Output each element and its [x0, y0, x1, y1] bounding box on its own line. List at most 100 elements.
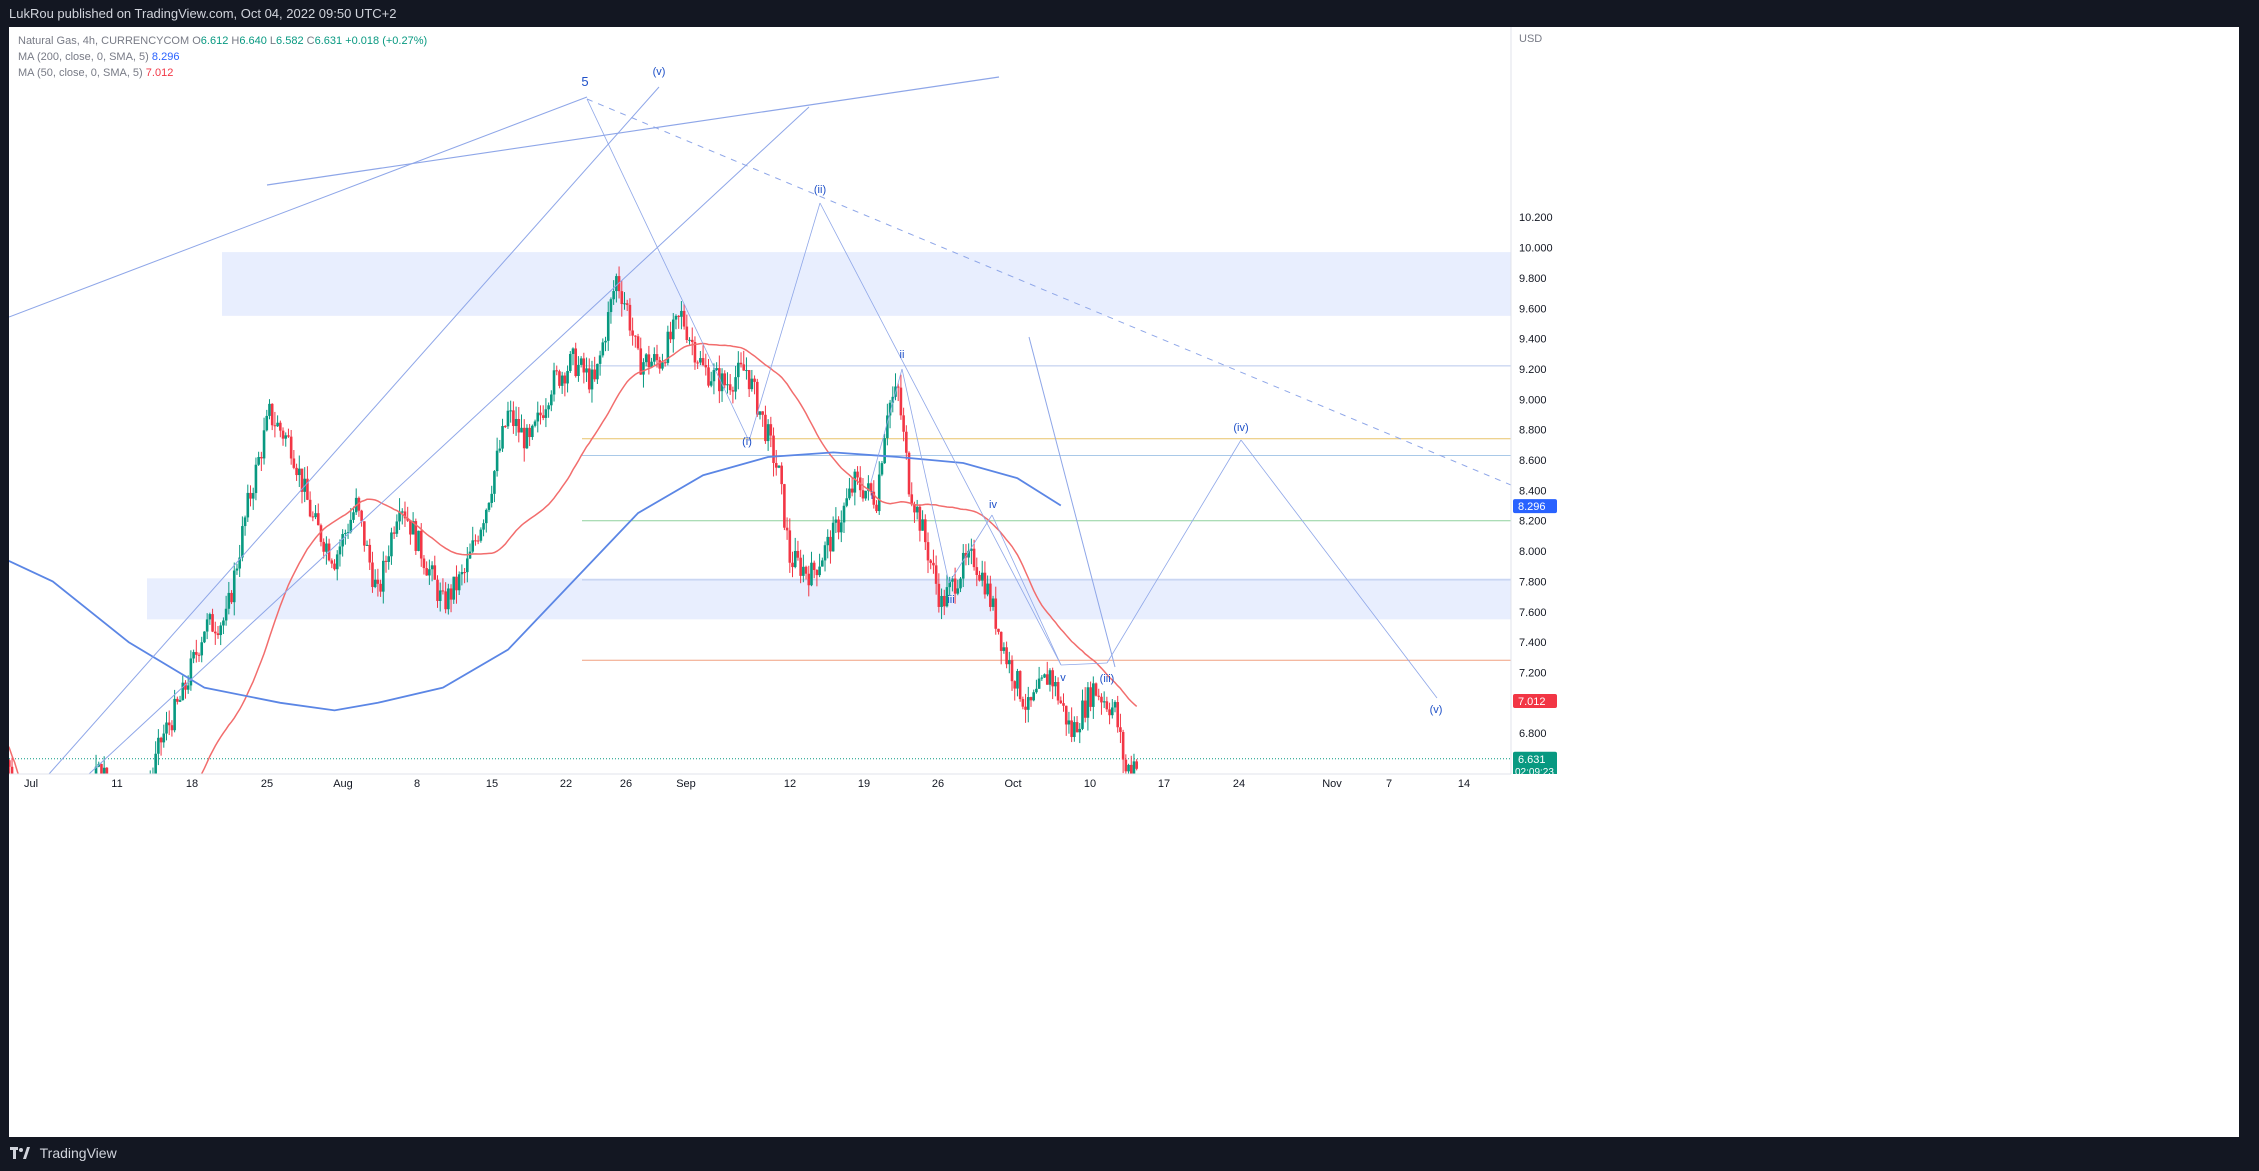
candle-body: [466, 558, 469, 573]
candle-body: [1116, 702, 1120, 728]
price-tick-label: 7.400: [1519, 637, 1547, 649]
candle-body: [731, 390, 735, 392]
candle-body: [338, 546, 342, 555]
candle-body: [425, 568, 428, 576]
candle-body: [520, 427, 523, 433]
publisher-text: LukRou published on TradingView.com, Oct…: [9, 6, 397, 21]
legend-ma200-row[interactable]: MA (200, close, 0, SMA, 5) 8.296: [18, 49, 179, 65]
wave-path-line: [1240, 439, 1438, 699]
candle-body: [433, 565, 437, 580]
candle-body: [655, 354, 659, 361]
ma200-price-badge-bg: [1513, 499, 1557, 514]
candle-body: [587, 368, 591, 390]
candle-body: [604, 340, 607, 343]
candle-body: [1113, 702, 1117, 708]
candle-body: [856, 471, 859, 478]
currency-label: USD: [1519, 33, 1542, 45]
candle-body: [653, 354, 656, 362]
candle-body: [503, 426, 507, 428]
candle-body: [308, 499, 312, 517]
price-tick-label: 6.800: [1519, 728, 1547, 740]
wave-path-line: [870, 368, 903, 483]
candle-body: [842, 505, 846, 523]
candle-body: [379, 583, 382, 592]
legend-ma50-label: MA (50, close, 0, SMA, 5): [18, 67, 143, 79]
candle-body: [839, 522, 843, 533]
candle-body: [1081, 700, 1084, 729]
candle-body: [582, 358, 586, 373]
time-tick-label: 12: [784, 778, 796, 790]
price-tick-label: 10.000: [1519, 243, 1553, 255]
candle-body: [593, 369, 596, 380]
candle-body: [273, 425, 277, 427]
candle-body: [777, 465, 781, 468]
candle-body: [1132, 761, 1136, 774]
wave-path-line: [948, 514, 993, 584]
candle-body: [270, 403, 274, 426]
price-tick-label: 8.000: [1519, 546, 1547, 558]
candle-body: [325, 543, 328, 552]
candle-body: [1119, 727, 1122, 733]
candle-body: [482, 523, 485, 530]
time-tick-label: 22: [560, 778, 572, 790]
candle-body: [192, 652, 195, 659]
candle-body: [1135, 761, 1138, 769]
candle-body: [203, 631, 206, 643]
wave-path-line: [748, 202, 821, 442]
candle-body: [1078, 728, 1082, 733]
candle-body: [579, 358, 583, 365]
price-tick-label: 10.200: [1519, 212, 1553, 224]
candle-body: [501, 426, 504, 449]
candle-body: [845, 498, 849, 506]
chart-canvas[interactable]: 5 (v) (ii) (i) ii i iv iii v (iii) (iv) (v) USD 10.20…: [9, 27, 2239, 1137]
candle-body: [937, 583, 941, 607]
wave-label: (ii): [814, 184, 826, 196]
candle-body: [211, 614, 214, 632]
time-tick-label: 15: [486, 778, 498, 790]
candle-body: [766, 424, 770, 442]
candle-body: [877, 474, 881, 512]
candle-body: [10, 766, 14, 774]
candle-body: [105, 767, 109, 774]
candle-body: [384, 560, 388, 562]
time-tick-label: 8: [414, 778, 420, 790]
candle-body: [1121, 732, 1125, 760]
candle-body: [395, 521, 399, 534]
candle-body: [647, 354, 651, 368]
candle-body: [997, 628, 1000, 632]
candle-body: [1086, 687, 1090, 718]
candle-body: [178, 700, 182, 702]
candle-body: [167, 722, 171, 726]
candle-body: [205, 619, 209, 632]
candle-body: [243, 517, 247, 527]
time-tick-label: 17: [1158, 778, 1170, 790]
candle-body: [376, 579, 380, 584]
candle-body: [289, 436, 293, 459]
candle-body: [867, 483, 870, 491]
candle-body: [157, 737, 160, 754]
candle-body: [609, 299, 613, 313]
legend-ohlc-row: Natural Gas, 4h, CURRENCYCOM O6.612 H6.6…: [18, 33, 427, 49]
candle-body: [734, 377, 737, 392]
candle-body: [346, 532, 350, 534]
candle-body: [512, 410, 515, 427]
candle-body: [883, 438, 886, 464]
candle-body: [780, 465, 783, 485]
candle-body: [880, 463, 884, 475]
wave-label: (v): [1430, 704, 1443, 716]
zone-box: [222, 252, 1511, 316]
candle-body: [509, 410, 512, 412]
candle-body: [514, 418, 518, 427]
time-tick-label: 26: [620, 778, 632, 790]
legend-ma50-row[interactable]: MA (50, close, 0, SMA, 5) 7.012: [18, 65, 173, 81]
candle-body: [834, 519, 838, 523]
candle-body: [791, 562, 794, 568]
ma200-price-badge: 8.296: [1518, 501, 1546, 513]
candle-body: [674, 315, 678, 320]
time-tick-label: 10: [1084, 778, 1096, 790]
candle-body: [1045, 674, 1049, 685]
legend-ma50-value: 7.012: [145, 67, 174, 79]
candle-body: [964, 552, 968, 558]
candle-body: [680, 310, 683, 317]
